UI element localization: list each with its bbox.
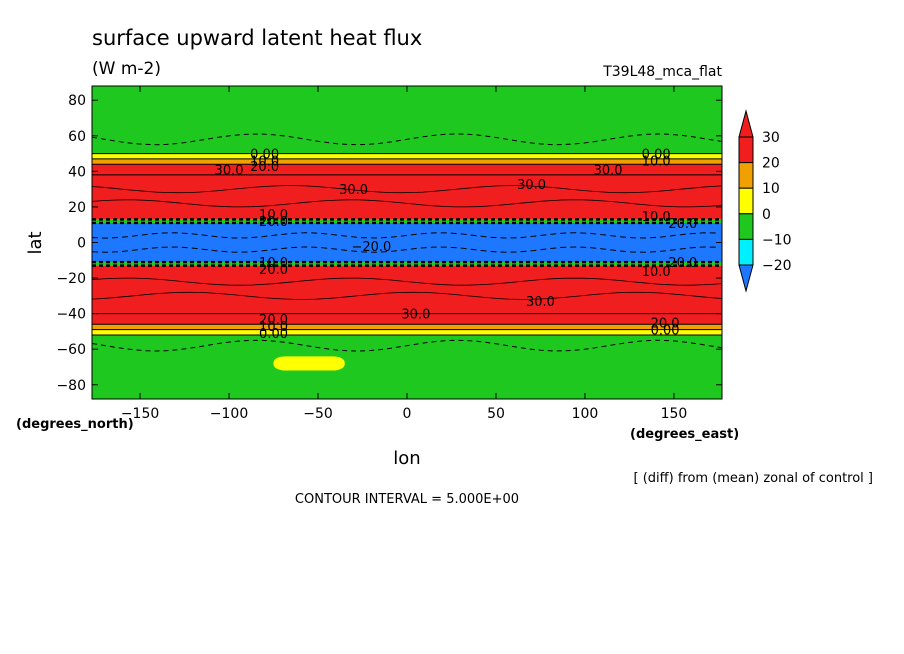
x-tick-label: −100 <box>210 406 248 422</box>
contour-label: 0.00 <box>651 324 680 339</box>
colorbar-swatch <box>738 238 754 266</box>
contour-label: 20.0 <box>250 160 279 175</box>
colorbar-label: −10 <box>762 232 792 248</box>
colorbar-label: 10 <box>762 181 780 197</box>
y-tick-label: 60 <box>68 129 86 145</box>
contour-label: −20.0 <box>351 240 391 255</box>
colorbar-label: 0 <box>762 207 771 223</box>
colorbar-swatch <box>738 213 754 240</box>
y-tick-label: −40 <box>56 307 86 323</box>
contour-label: 30.0 <box>517 178 546 193</box>
contour-label: 30.0 <box>401 308 430 323</box>
colorbar-arrow-bottom <box>738 264 754 293</box>
heat-band <box>92 313 722 325</box>
colorbar-swatch <box>738 187 754 215</box>
contour-label: 20.0 <box>259 215 288 230</box>
heat-band <box>92 164 722 175</box>
heat-band <box>92 219 722 223</box>
heat-band <box>92 153 722 159</box>
chart-units: (W m-2) <box>92 59 161 79</box>
contour-line <box>91 199 723 208</box>
contour-label: 10.0 <box>259 208 288 223</box>
colorbar: −20 −10 0 10 20 30 <box>738 109 792 293</box>
contour-label: 10.0 <box>642 265 671 280</box>
x-tick-label: −50 <box>303 406 333 422</box>
contour-line <box>91 291 723 300</box>
y-tick-label: −60 <box>56 342 86 358</box>
heat-band <box>92 334 722 399</box>
contour-line <box>91 133 723 146</box>
contour-label: 0.00 <box>250 148 279 163</box>
contour-label: 30.0 <box>215 164 244 179</box>
y-tick-label: 0 <box>77 236 86 252</box>
contour-label: 30.0 <box>594 164 623 179</box>
y-axis-label: lat <box>25 231 46 254</box>
x-tick-label: 0 <box>403 406 412 422</box>
heat-band <box>92 222 722 263</box>
y-tick-label: 80 <box>68 93 86 109</box>
heat-band <box>92 329 722 335</box>
x-tick-label: 150 <box>661 406 688 422</box>
contour-line <box>91 185 723 194</box>
x-unit-label: (degrees_east) <box>630 427 739 442</box>
contour-line <box>91 277 723 286</box>
colorbar-swatch <box>738 136 754 164</box>
contour-label: 20.0 <box>668 217 697 232</box>
heat-patch <box>478 290 568 300</box>
contour-label: 10.0 <box>250 155 279 170</box>
contour-label: 0.00 <box>259 327 288 342</box>
contour-label: 20.0 <box>259 263 288 278</box>
contour-lines <box>91 133 723 352</box>
run-label: T39L48_mca_flat <box>602 64 722 80</box>
heat-patch <box>273 356 345 371</box>
heat-patch <box>273 306 354 319</box>
heat-patch <box>478 174 603 186</box>
colorbar-label: −20 <box>762 258 792 274</box>
heat-band <box>92 86 722 154</box>
x-tick-label: 50 <box>487 406 505 422</box>
y-tick-label: 40 <box>68 164 86 180</box>
colorbar-label: 20 <box>762 156 780 172</box>
heat-patch <box>371 174 416 183</box>
x-tick-label: −150 <box>121 406 159 422</box>
contour-label: 10.0 <box>259 320 288 335</box>
y-tick-label: 20 <box>68 200 86 216</box>
contour-line <box>91 246 719 253</box>
contour-label: 20.0 <box>259 313 288 328</box>
x-tick-label: 100 <box>572 406 599 422</box>
colorbar-label: 30 <box>762 130 780 146</box>
heat-patch <box>92 171 123 183</box>
y-tick-label: −20 <box>56 271 86 287</box>
heat-band <box>92 158 722 165</box>
heat-band <box>92 174 722 220</box>
heat-band <box>92 262 722 266</box>
contour-label: 10.0 <box>642 210 671 225</box>
contour-line <box>91 232 719 239</box>
contour-label: 0.00 <box>642 148 671 163</box>
heat-patch <box>140 288 265 300</box>
contour-label: 30.0 <box>339 183 368 198</box>
chart-title: surface upward latent heat flux <box>92 26 422 50</box>
contour-interval: CONTOUR INTERVAL = 5.000E+00 <box>295 492 519 507</box>
y-unit-label: (degrees_north) <box>16 417 134 432</box>
y-tick-label: −80 <box>56 378 86 394</box>
contour-line <box>91 339 723 352</box>
contour-label: 20.0 <box>668 256 697 271</box>
colorbar-arrow-top <box>738 109 754 138</box>
footer-note: [ (diff) from (mean) zonal of control ] <box>634 471 873 486</box>
x-axis-label: lon <box>393 448 420 469</box>
contour-label: 10.0 <box>642 155 671 170</box>
y-axis: −80 −60 −40 −20 0 20 40 60 80 <box>56 93 722 394</box>
heat-band <box>92 324 722 330</box>
contour-label: 20.0 <box>651 317 680 332</box>
x-axis: −150 −100 −50 0 50 100 150 <box>121 86 687 422</box>
colorbar-swatch <box>738 162 754 189</box>
contour-label: 30.0 <box>526 295 555 310</box>
plot-area <box>92 86 722 399</box>
contour-label: 10.0 <box>259 256 288 271</box>
